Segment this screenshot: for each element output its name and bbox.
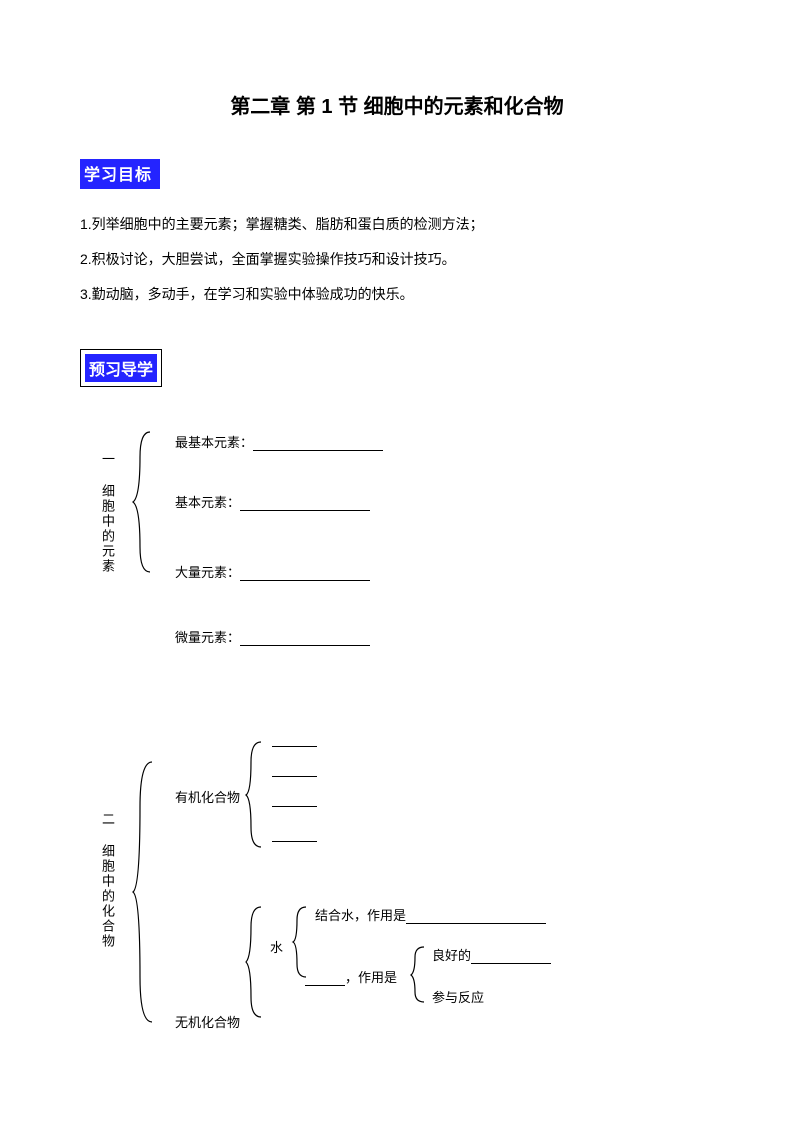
blank-line[interactable] xyxy=(240,496,370,511)
tree-2: 二 细胞中的化合物 有机化合物 无机化合物 水 结合水，作用是 ，作用是 xyxy=(80,727,714,1057)
tree1-item3: 大量元素： xyxy=(175,562,370,581)
blank-line[interactable] xyxy=(240,631,370,646)
blank-line[interactable] xyxy=(305,971,345,986)
water2-suffix: ，作用是 xyxy=(345,970,397,985)
reaction-label-row: 参与反应 xyxy=(432,987,484,1006)
objectives-badge-text: 学习目标 xyxy=(84,167,152,184)
blank-line[interactable] xyxy=(471,949,551,964)
water-row1: 结合水，作用是 xyxy=(315,905,546,924)
water-label: 水 xyxy=(270,937,283,956)
good-label: 良好的 xyxy=(432,948,471,963)
good-label-row: 良好的 xyxy=(432,945,551,964)
blank-line[interactable] xyxy=(406,909,546,924)
objectives-list: 1.列举细胞中的主要元素；掌握糖类、脂肪和蛋白质的检测方法； 2.积极讨论，大胆… xyxy=(80,209,714,309)
tree1-item4-label: 微量元素： xyxy=(175,630,240,645)
tree1-item1-label: 最基本元素： xyxy=(175,435,253,450)
preview-badge-border: 预习导学 xyxy=(80,349,162,387)
tree1-brace xyxy=(130,427,160,577)
tree1-root: 一 细胞中的元素 xyxy=(98,452,117,574)
tree2-root: 二 细胞中的化合物 xyxy=(98,812,117,949)
tree2-branch2: 无机化合物 xyxy=(175,1012,240,1031)
objective-1: 1.列举细胞中的主要元素；掌握糖类、脂肪和蛋白质的检测方法； xyxy=(80,209,714,240)
tree-1: 一 细胞中的元素 最基本元素： 基本元素： 大量元素： 微量元素： xyxy=(80,427,714,627)
tree1-item1: 最基本元素： xyxy=(175,432,383,451)
objective-3: 3.勤动脑，多动手，在学习和实验中体验成功的快乐。 xyxy=(80,279,714,310)
water2-brace xyxy=(408,942,430,1007)
objective-2: 2.积极讨论，大胆尝试，全面掌握实验操作技巧和设计技巧。 xyxy=(80,244,714,275)
tree1-item2: 基本元素： xyxy=(175,492,370,511)
objectives-badge: 学习目标 xyxy=(80,159,160,189)
page-title: 第二章 第 1 节 细胞中的元素和化合物 xyxy=(80,90,714,119)
organic-blank-1[interactable] xyxy=(272,732,317,747)
water1-label: 结合水，作用是 xyxy=(315,908,406,923)
blank-line[interactable] xyxy=(253,436,383,451)
tree2-inorganic-brace xyxy=(243,902,268,1022)
blank-line[interactable] xyxy=(240,566,370,581)
tree1-item4: 微量元素： xyxy=(175,627,370,646)
tree1-item3-label: 大量元素： xyxy=(175,565,240,580)
organic-blank-2[interactable] xyxy=(272,762,317,777)
tree2-main-brace xyxy=(130,757,160,1027)
organic-blank-3[interactable] xyxy=(272,792,317,807)
tree2-organic-brace xyxy=(243,737,268,852)
tree1-item2-label: 基本元素： xyxy=(175,495,240,510)
tree2-branch1: 有机化合物 xyxy=(175,787,240,806)
water-row2: ，作用是 xyxy=(305,967,397,986)
organic-blank-4[interactable] xyxy=(272,827,317,842)
preview-badge-text: 预习导学 xyxy=(85,354,157,382)
